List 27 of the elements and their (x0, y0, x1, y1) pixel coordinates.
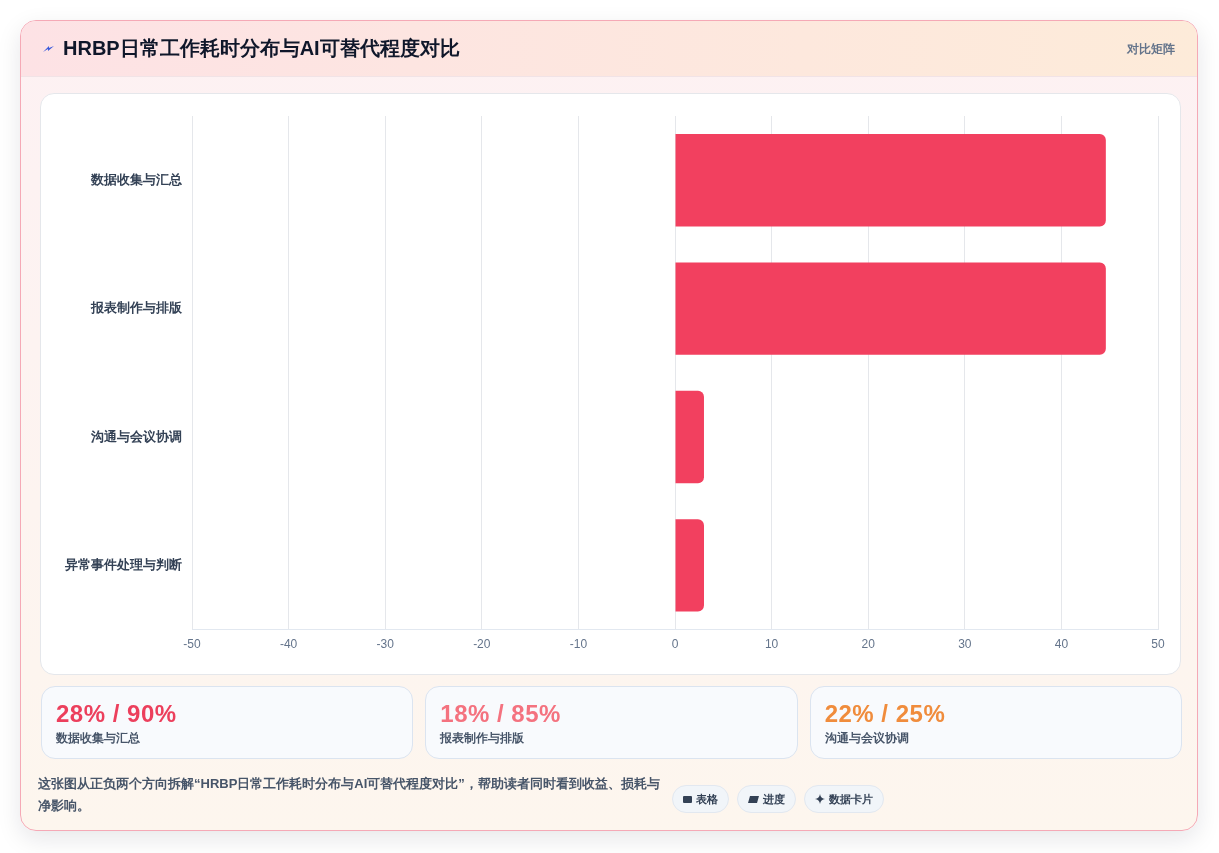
y-tick-label: 沟通与会议协调 (90, 428, 182, 444)
x-tick-label: 10 (764, 637, 779, 652)
x-tick-label: 30 (958, 637, 972, 652)
text: 18% / 85% (440, 700, 561, 727)
x-tick-label: 20 (861, 637, 876, 652)
x-tick-label: -10 (569, 637, 588, 652)
x-tick-label: -40 (279, 637, 298, 652)
text: 数据卡片 (829, 791, 873, 807)
text: 进度 (763, 791, 785, 807)
text: 这张图从正负两个方向拆解“HRBP日常工作耗时分布与AI可替代程度对比”，帮助读者同时看到收益、损耗与净影响。 (38, 775, 661, 815)
x-tick-label: -50 (183, 637, 201, 652)
x-tick-label: 50 (1151, 637, 1165, 652)
y-tick-label: 数据收集与汇总 (90, 171, 183, 187)
x-tick-label: -20 (473, 637, 491, 652)
text: 对比矩阵 (1127, 41, 1175, 58)
category-label: 沟通与会议协调 (824, 730, 910, 747)
x-tick-label: 40 (1054, 637, 1069, 652)
chart-title: HRBP日常工作耗时分布与AI可替代程度对比 (63, 36, 460, 61)
category-label: 数据收集与汇总 (56, 730, 141, 747)
x-tick-label: -30 (376, 637, 395, 652)
y-tick-label: 报表制作与排版 (90, 300, 183, 316)
y-tick-label: 异常事件处理与判断 (64, 556, 182, 572)
text: 表格 (696, 791, 718, 807)
category-label: 报表制作与排版 (440, 730, 526, 747)
x-tick-label: 0 (671, 637, 679, 652)
text: 22% / 25% (824, 700, 946, 727)
text: 28% / 90% (56, 700, 177, 727)
